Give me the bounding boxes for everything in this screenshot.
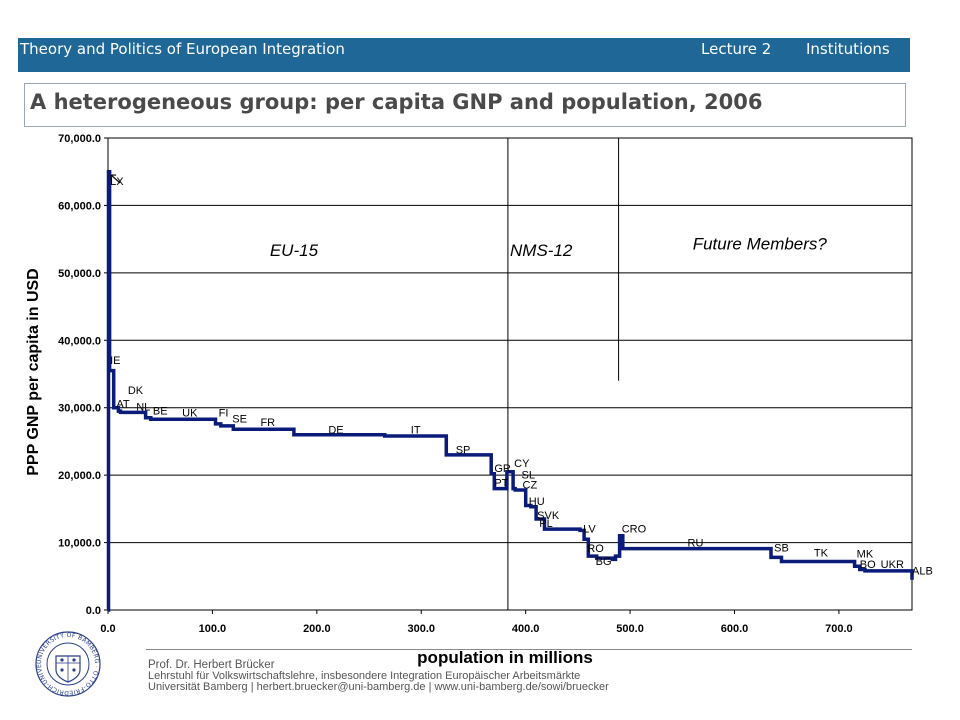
header-bar: Theory and Politics of European Integrat… [18, 38, 910, 72]
x-tick-label: 400.0 [512, 623, 540, 635]
point-label: IT [411, 424, 421, 436]
lecture-number: Lecture 2 [701, 40, 772, 58]
slide-title: A heterogeneous group: per capita GNP an… [30, 90, 763, 114]
university-seal-logo: UNIVERSITY OF BAMBERG · OTTO-FRIEDRICH-U… [34, 630, 102, 698]
point-label: CZ [523, 480, 538, 492]
point-label: PT [494, 478, 508, 490]
y-tick-label: 20,000.0 [58, 470, 101, 482]
point-label: CY [514, 458, 530, 470]
point-label: MK [857, 548, 874, 560]
point-label: TK [814, 548, 829, 560]
y-tick-label: 0.0 [86, 605, 101, 617]
point-label: AT [116, 399, 130, 411]
x-axis-label: population in millions [417, 648, 593, 667]
point-label: HU [529, 496, 545, 508]
point-label: PL [539, 518, 552, 530]
point-label: FI [219, 407, 229, 419]
tick-labels: 0.0 10,000.0 20,000.0 30,000.0 40,000.0 50,00… [58, 133, 853, 635]
point-label: BG [596, 556, 612, 568]
y-tick-label: 30,000.0 [58, 403, 101, 415]
point-label: DK [128, 385, 144, 397]
point-label: SB [774, 542, 789, 554]
y-tick-label: 40,000.0 [58, 335, 101, 347]
marker-group [110, 174, 121, 184]
region-label: Future Members? [693, 234, 828, 253]
x-tick-label: 0.0 [100, 623, 115, 635]
x-tick-label: 300.0 [407, 623, 435, 635]
region-label: NMS-12 [510, 241, 573, 260]
point-label: RU [688, 538, 704, 550]
footer-contact: Universität Bamberg | herbert.bruecker@u… [148, 681, 609, 693]
x-tick-label: 100.0 [199, 623, 227, 635]
point-label: RO [587, 543, 604, 555]
series-line [106, 169, 914, 612]
slide-title-box: A heterogeneous group: per capita GNP an… [24, 83, 906, 127]
lx-marker [110, 174, 121, 184]
y-tick-label: 70,000.0 [58, 133, 101, 145]
footer-divider [146, 649, 912, 650]
footer-text: Prof. Dr. Herbert Brücker Lehrstuhl für … [148, 659, 609, 693]
y-tick-label: 60,000.0 [58, 200, 101, 212]
y-tick-label: 10,000.0 [58, 538, 101, 550]
point-label: BE [153, 405, 168, 417]
point-label: UK [182, 407, 198, 419]
point-label: SL [521, 470, 534, 482]
point-label: ALB [912, 565, 933, 577]
point-label: LX [110, 176, 124, 188]
y-axis-label: PPP GNP per capita in USD [25, 268, 42, 475]
point-label: LV [583, 523, 596, 535]
point-label: UKR [881, 559, 904, 571]
y-tick-label: 50,000.0 [58, 268, 101, 280]
region-label: EU-15 [270, 241, 319, 260]
x-tick-label: 700.0 [825, 623, 853, 635]
point-label: CRO [622, 523, 647, 535]
point-label: IE [110, 355, 120, 367]
point-label: DE [328, 424, 343, 436]
footer-chair: Lehrstuhl für Volkswirtschaftslehre, ins… [148, 670, 581, 682]
point-label: GR [494, 463, 511, 475]
point-label: BO [860, 559, 876, 571]
footer-author: Prof. Dr. Herbert Brücker [148, 659, 275, 671]
x-tick-label: 500.0 [616, 623, 644, 635]
point-label: SE [232, 414, 247, 426]
point-label: SVK [537, 510, 560, 522]
chart-grid [107, 137, 913, 611]
point-label: FR [260, 417, 275, 429]
region-labels: EU-15 NMS-12 Future Members? [270, 234, 828, 260]
section-name: Institutions [806, 40, 890, 58]
plot-area-frame [107, 137, 913, 611]
series-line-path [106, 169, 914, 612]
x-tick-label: 600.0 [721, 623, 749, 635]
region-dividers [507, 138, 620, 610]
point-label: SP [456, 445, 471, 457]
course-title: Theory and Politics of European Integrat… [20, 40, 345, 58]
point-label: NL [136, 401, 150, 413]
x-tick-label: 200.0 [303, 623, 331, 635]
